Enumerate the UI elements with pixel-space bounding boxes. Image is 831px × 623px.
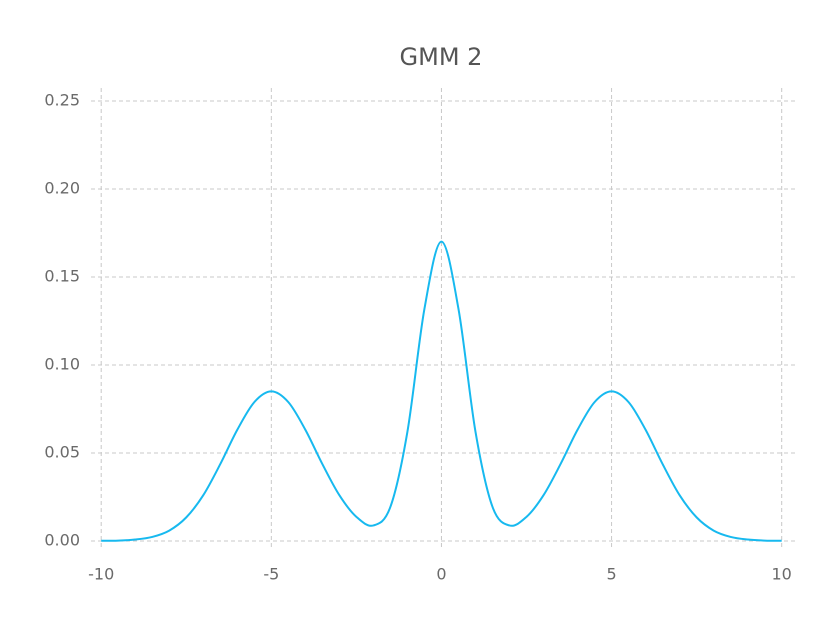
chart-title: GMM 2	[400, 43, 483, 71]
y-tick-label: 0.15	[44, 266, 80, 285]
x-tick-label: 0	[436, 565, 446, 584]
y-tick-label: 0.25	[44, 91, 80, 110]
y-tick-label: 0.05	[44, 442, 80, 461]
y-tick-label: 0.00	[44, 530, 80, 549]
x-tick-label: -10	[88, 565, 114, 584]
x-tick-label: 5	[606, 565, 616, 584]
y-tick-label: 0.20	[44, 179, 80, 198]
line	[101, 240, 782, 542]
x-tick-label: 10	[772, 565, 792, 584]
x-tick-label: -5	[263, 565, 279, 584]
y-tick-label: 0.10	[44, 354, 80, 373]
